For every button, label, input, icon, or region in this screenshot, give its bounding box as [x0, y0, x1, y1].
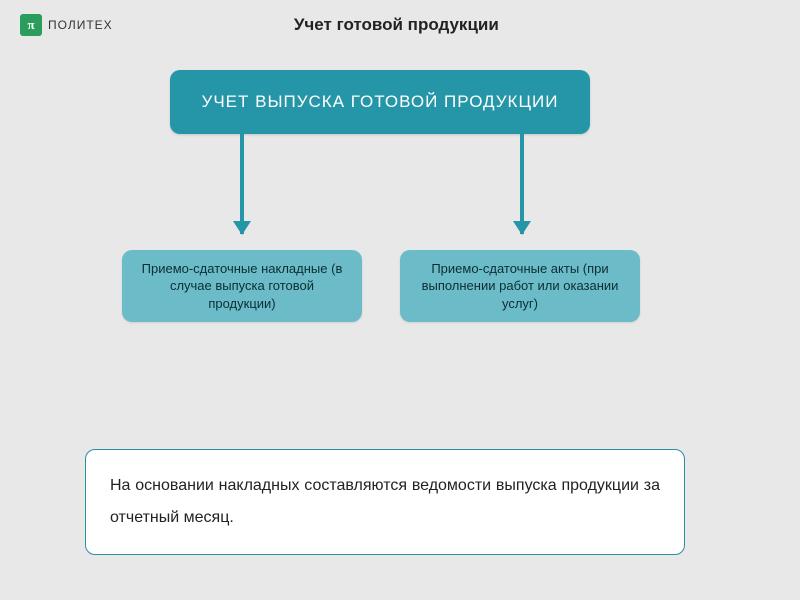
arrow-right-icon	[520, 134, 524, 234]
flowchart: УЧЕТ ВЫПУСКА ГОТОВОЙ ПРОДУКЦИИ Приемо-сд…	[0, 40, 800, 360]
page-title: Учет готовой продукции	[13, 15, 780, 35]
arrow-left-icon	[240, 134, 244, 234]
child-node-invoices: Приемо-сдаточные накладные (в случае вып…	[122, 250, 362, 322]
footer-note: На основании накладных составляются ведо…	[85, 449, 685, 555]
child-node-acts: Приемо-сдаточные акты (при выполнении ра…	[400, 250, 640, 322]
root-node: УЧЕТ ВЫПУСКА ГОТОВОЙ ПРОДУКЦИИ	[170, 70, 590, 134]
header: π ПОЛИТЕХ Учет готовой продукции	[0, 0, 800, 40]
